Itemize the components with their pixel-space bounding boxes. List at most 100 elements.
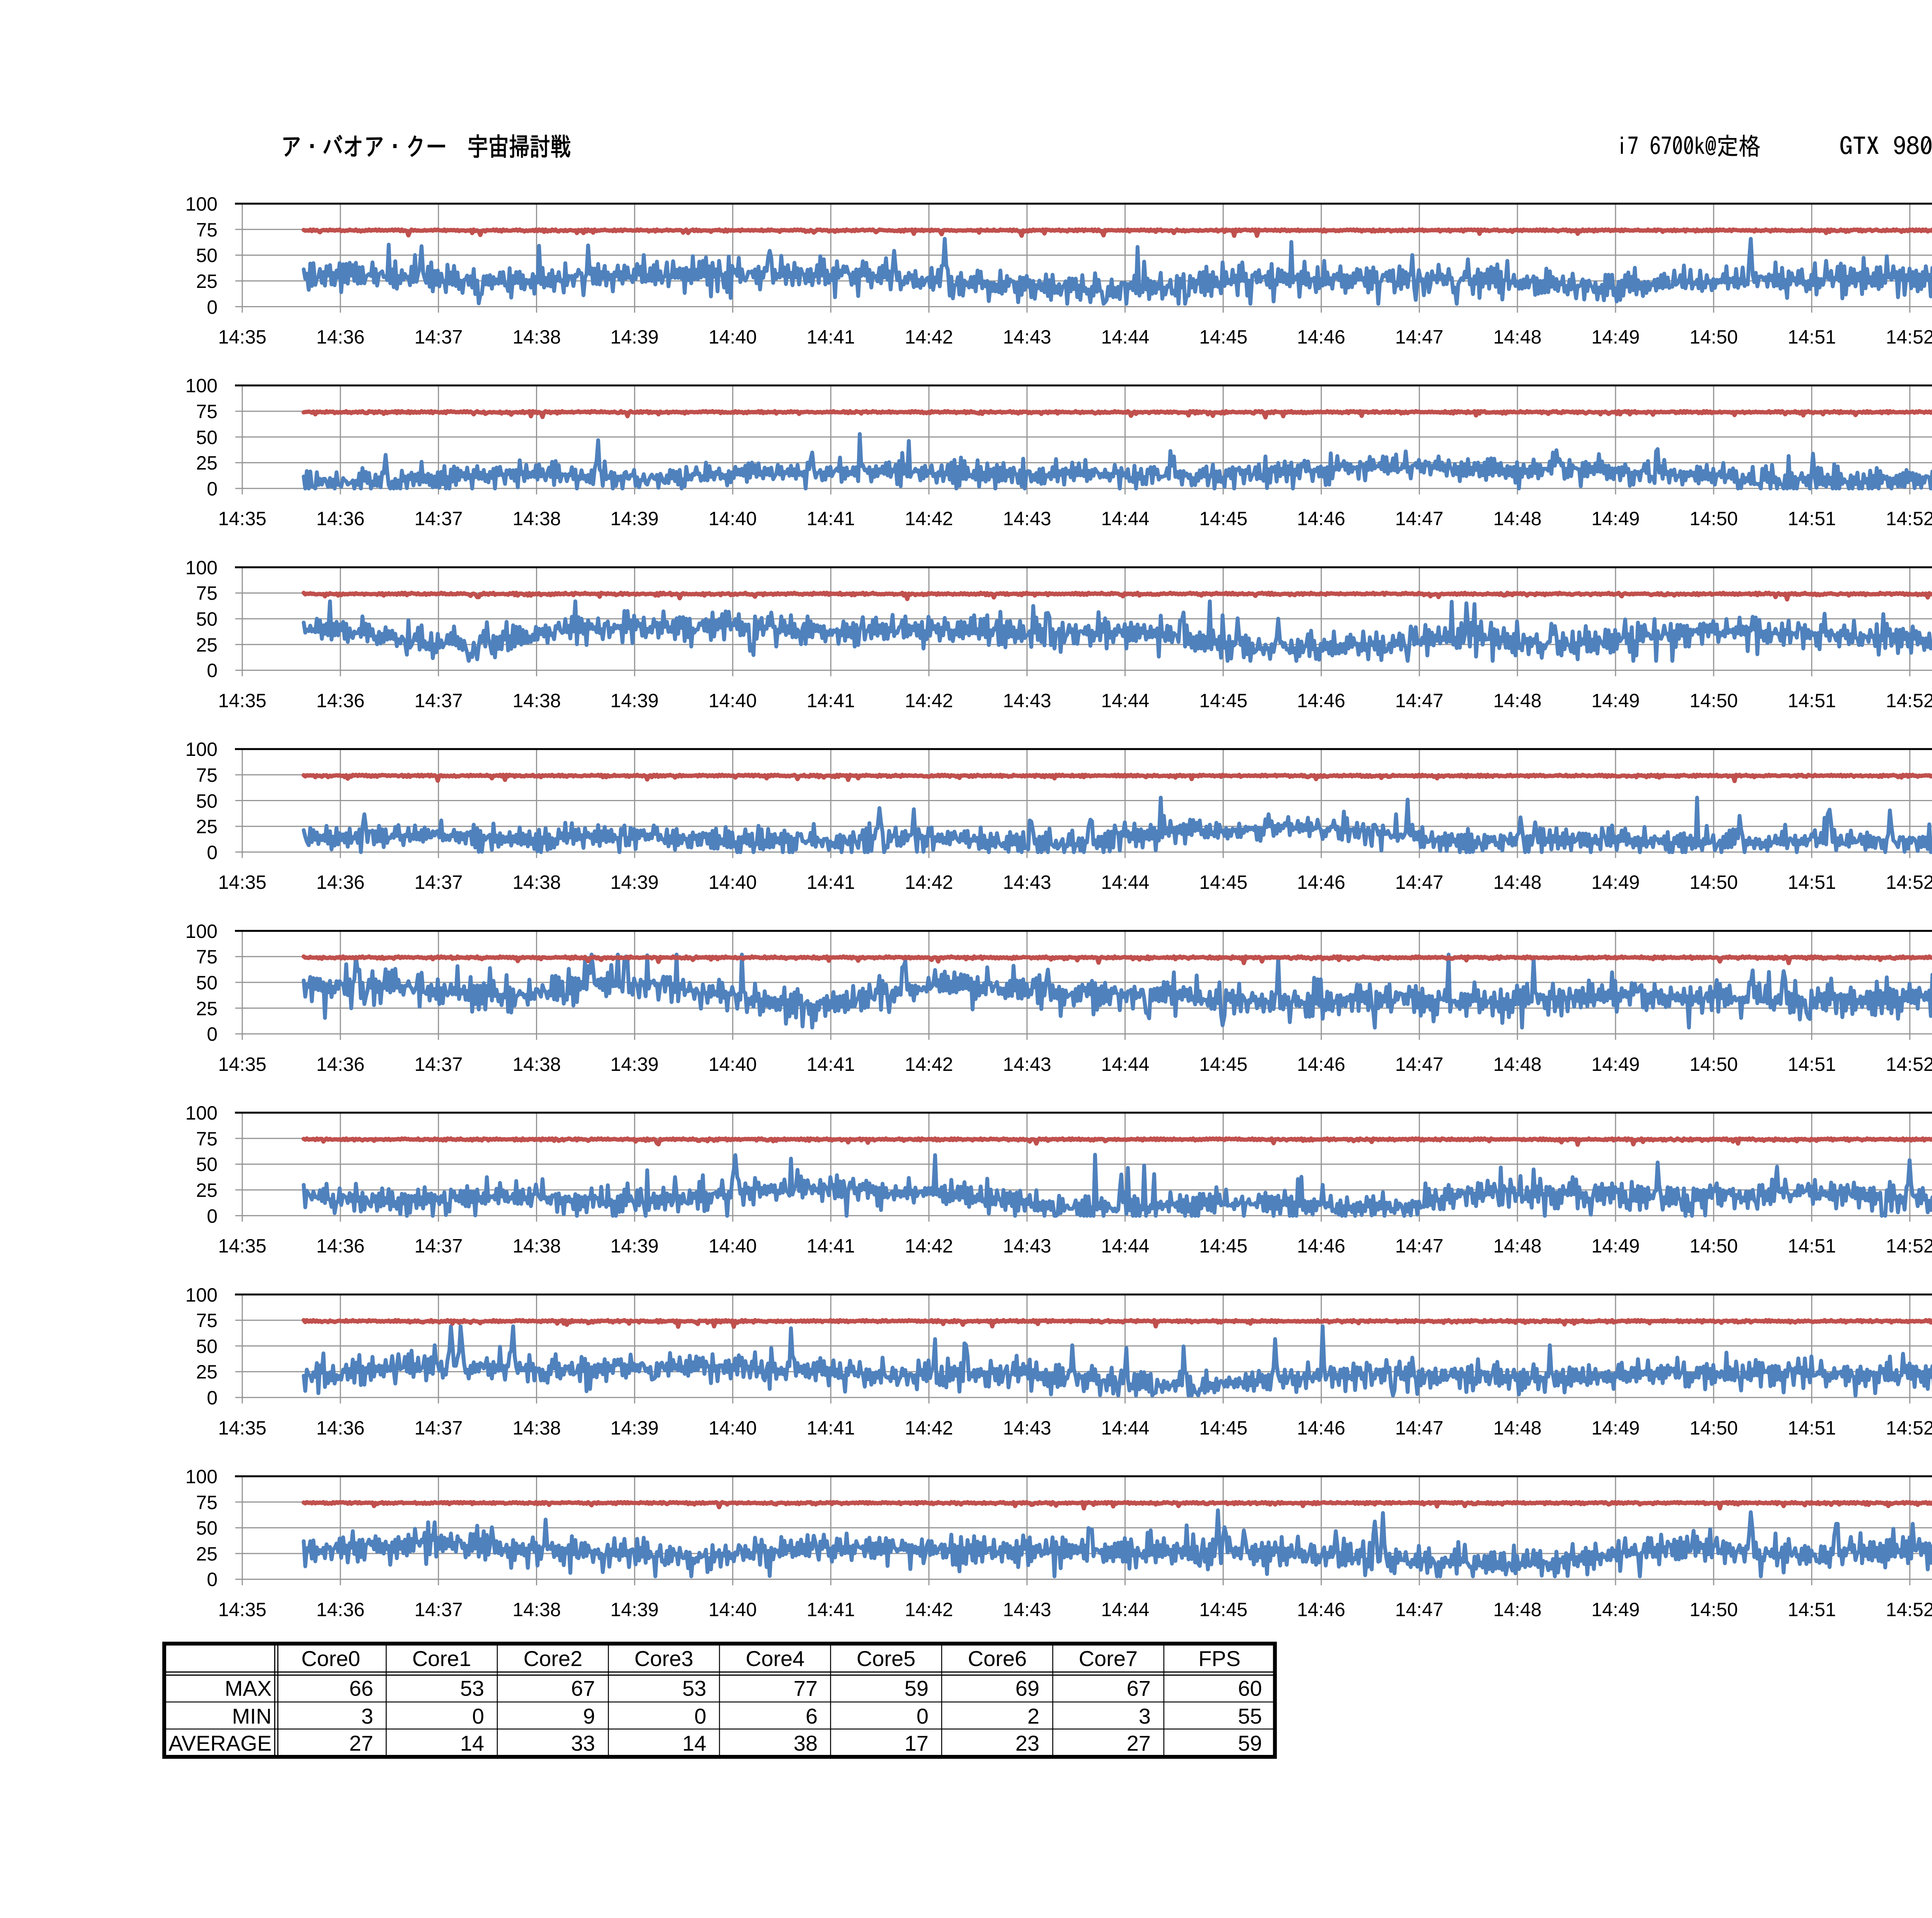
svg-text:14:52: 14:52 [1886,690,1932,711]
svg-text:14:38: 14:38 [512,1053,561,1075]
svg-text:53: 53 [682,1676,706,1700]
svg-text:14:40: 14:40 [708,871,757,893]
svg-text:14:37: 14:37 [414,508,463,529]
svg-text:14:51: 14:51 [1787,1599,1836,1620]
svg-text:14:43: 14:43 [1003,1417,1051,1439]
svg-text:14:36: 14:36 [316,1599,364,1620]
svg-text:67: 67 [571,1676,595,1700]
svg-text:100: 100 [185,557,218,579]
svg-text:0: 0 [694,1704,706,1728]
svg-text:75: 75 [196,1492,218,1513]
svg-text:14:35: 14:35 [218,1599,266,1620]
svg-text:14:40: 14:40 [708,1599,757,1620]
svg-text:25: 25 [196,1361,218,1383]
svg-text:14:49: 14:49 [1591,1599,1639,1620]
svg-text:100: 100 [185,1102,218,1124]
svg-text:14:47: 14:47 [1395,1053,1443,1075]
svg-text:14:48: 14:48 [1493,690,1541,711]
svg-text:14:35: 14:35 [218,508,266,529]
svg-text:75: 75 [196,1310,218,1331]
svg-text:Core5: Core5 [857,1646,916,1671]
svg-text:6: 6 [806,1704,818,1728]
svg-text:25: 25 [196,816,218,837]
svg-text:14:49: 14:49 [1591,508,1639,529]
svg-text:14:40: 14:40 [708,508,757,529]
svg-text:14:45: 14:45 [1199,871,1247,893]
svg-text:14:38: 14:38 [512,690,561,711]
svg-text:14:43: 14:43 [1003,690,1051,711]
svg-text:14:48: 14:48 [1493,326,1541,348]
svg-text:14:38: 14:38 [512,326,561,348]
svg-text:14:45: 14:45 [1199,1599,1247,1620]
svg-text:14:50: 14:50 [1689,1599,1738,1620]
svg-text:100: 100 [185,193,218,215]
svg-text:67: 67 [1127,1676,1151,1700]
svg-text:69: 69 [1015,1676,1039,1700]
svg-text:Core3: Core3 [634,1646,694,1671]
svg-text:50: 50 [196,608,218,630]
svg-text:25: 25 [196,271,218,292]
svg-text:14:38: 14:38 [512,508,561,529]
svg-text:100: 100 [185,739,218,760]
svg-text:14:37: 14:37 [414,690,463,711]
svg-text:27: 27 [349,1731,373,1755]
svg-text:14:45: 14:45 [1199,508,1247,529]
svg-text:33: 33 [571,1731,595,1755]
svg-text:14:41: 14:41 [806,871,855,893]
svg-text:14:36: 14:36 [316,1417,364,1439]
svg-text:100: 100 [185,921,218,942]
svg-text:14:44: 14:44 [1101,690,1149,711]
svg-text:14:52: 14:52 [1886,1053,1932,1075]
svg-text:75: 75 [196,764,218,786]
svg-text:14:38: 14:38 [512,1417,561,1439]
svg-text:0: 0 [207,296,218,318]
svg-text:14:45: 14:45 [1199,690,1247,711]
svg-text:0: 0 [207,660,218,681]
svg-text:14:45: 14:45 [1199,1235,1247,1257]
svg-text:14:52: 14:52 [1886,871,1932,893]
svg-text:0: 0 [917,1704,929,1728]
svg-text:14:41: 14:41 [806,1599,855,1620]
svg-text:75: 75 [196,1128,218,1150]
svg-text:14:47: 14:47 [1395,871,1443,893]
svg-text:Core0: Core0 [301,1646,361,1671]
svg-text:59: 59 [1238,1731,1262,1755]
svg-text:14:36: 14:36 [316,1235,364,1257]
svg-text:Core2: Core2 [524,1646,583,1671]
svg-text:75: 75 [196,946,218,968]
svg-text:14:44: 14:44 [1101,871,1149,893]
svg-text:75: 75 [196,401,218,422]
svg-text:0: 0 [207,842,218,863]
svg-text:14:44: 14:44 [1101,1235,1149,1257]
svg-text:23: 23 [1015,1731,1039,1755]
svg-text:25: 25 [196,1543,218,1565]
svg-text:14:41: 14:41 [806,690,855,711]
svg-text:14:51: 14:51 [1787,1235,1836,1257]
svg-text:50: 50 [196,427,218,448]
svg-text:14:48: 14:48 [1493,1053,1541,1075]
svg-text:25: 25 [196,1179,218,1201]
svg-text:14:51: 14:51 [1787,1053,1836,1075]
svg-text:14:46: 14:46 [1297,1417,1345,1439]
svg-text:14: 14 [682,1731,706,1755]
svg-text:9: 9 [583,1704,595,1728]
svg-text:14:43: 14:43 [1003,1053,1051,1075]
svg-text:14:40: 14:40 [708,690,757,711]
svg-text:14:43: 14:43 [1003,1599,1051,1620]
svg-text:25: 25 [196,634,218,656]
svg-text:14:40: 14:40 [708,1053,757,1075]
svg-text:14:35: 14:35 [218,871,266,893]
svg-text:14:42: 14:42 [905,690,953,711]
svg-text:55: 55 [1238,1704,1262,1728]
svg-text:100: 100 [185,1466,218,1487]
svg-text:14:42: 14:42 [905,871,953,893]
svg-text:14:49: 14:49 [1591,1417,1639,1439]
svg-text:14:46: 14:46 [1297,1053,1345,1075]
svg-text:14:37: 14:37 [414,1417,463,1439]
svg-text:53: 53 [460,1676,484,1700]
svg-text:14:42: 14:42 [905,1053,953,1075]
svg-text:0: 0 [207,478,218,500]
svg-text:Core1: Core1 [412,1646,471,1671]
svg-text:38: 38 [794,1731,818,1755]
svg-text:14:36: 14:36 [316,326,364,348]
